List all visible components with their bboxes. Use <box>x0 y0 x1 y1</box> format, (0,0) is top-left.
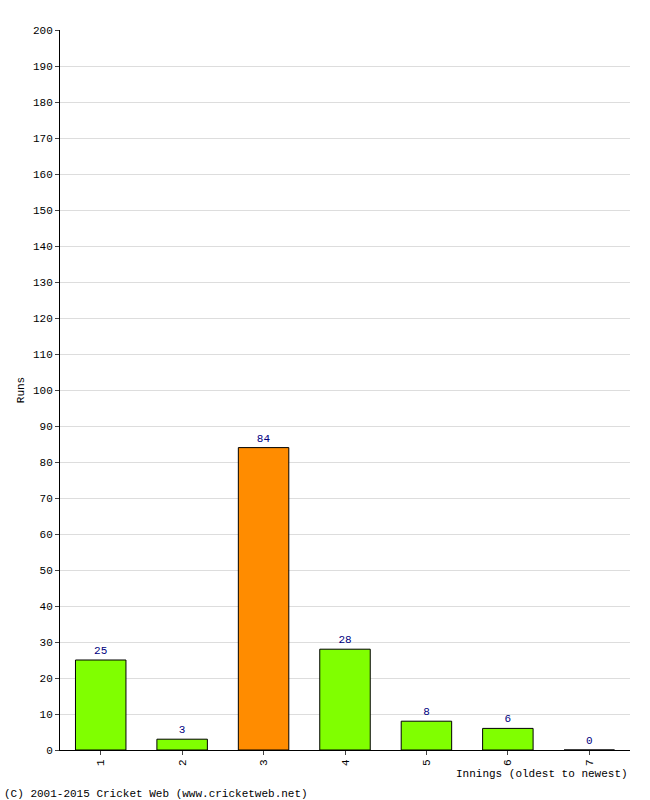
svg-text:160: 160 <box>33 169 53 181</box>
svg-text:10: 10 <box>40 709 53 721</box>
svg-text:40: 40 <box>40 601 53 613</box>
svg-text:50: 50 <box>40 565 53 577</box>
svg-text:6: 6 <box>502 759 514 766</box>
svg-text:20: 20 <box>40 673 53 685</box>
svg-text:25: 25 <box>94 645 107 657</box>
svg-text:170: 170 <box>33 133 53 145</box>
svg-text:7: 7 <box>584 759 596 766</box>
svg-text:4: 4 <box>340 759 352 766</box>
svg-text:Innings (oldest to newest): Innings (oldest to newest) <box>456 768 628 780</box>
svg-text:110: 110 <box>33 349 53 361</box>
svg-text:8: 8 <box>423 706 430 718</box>
svg-text:6: 6 <box>505 713 512 725</box>
svg-text:28: 28 <box>338 634 351 646</box>
svg-text:200: 200 <box>33 25 53 37</box>
svg-text:70: 70 <box>40 493 53 505</box>
svg-text:0: 0 <box>46 745 53 757</box>
svg-text:3: 3 <box>179 724 186 736</box>
svg-text:100: 100 <box>33 385 53 397</box>
svg-text:130: 130 <box>33 277 53 289</box>
svg-text:0: 0 <box>586 735 593 747</box>
svg-text:Runs: Runs <box>15 377 27 403</box>
svg-text:5: 5 <box>421 759 433 766</box>
svg-text:(C) 2001-2015 Cricket Web (www: (C) 2001-2015 Cricket Web (www.cricketwe… <box>4 788 308 800</box>
svg-text:140: 140 <box>33 241 53 253</box>
svg-text:1: 1 <box>95 759 107 766</box>
svg-text:150: 150 <box>33 205 53 217</box>
svg-text:180: 180 <box>33 97 53 109</box>
svg-text:120: 120 <box>33 313 53 325</box>
svg-text:30: 30 <box>40 637 53 649</box>
svg-text:90: 90 <box>40 421 53 433</box>
svg-text:60: 60 <box>40 529 53 541</box>
svg-text:3: 3 <box>258 759 270 766</box>
svg-text:2: 2 <box>177 759 189 766</box>
svg-text:80: 80 <box>40 457 53 469</box>
svg-text:84: 84 <box>257 433 271 445</box>
svg-text:190: 190 <box>33 61 53 73</box>
